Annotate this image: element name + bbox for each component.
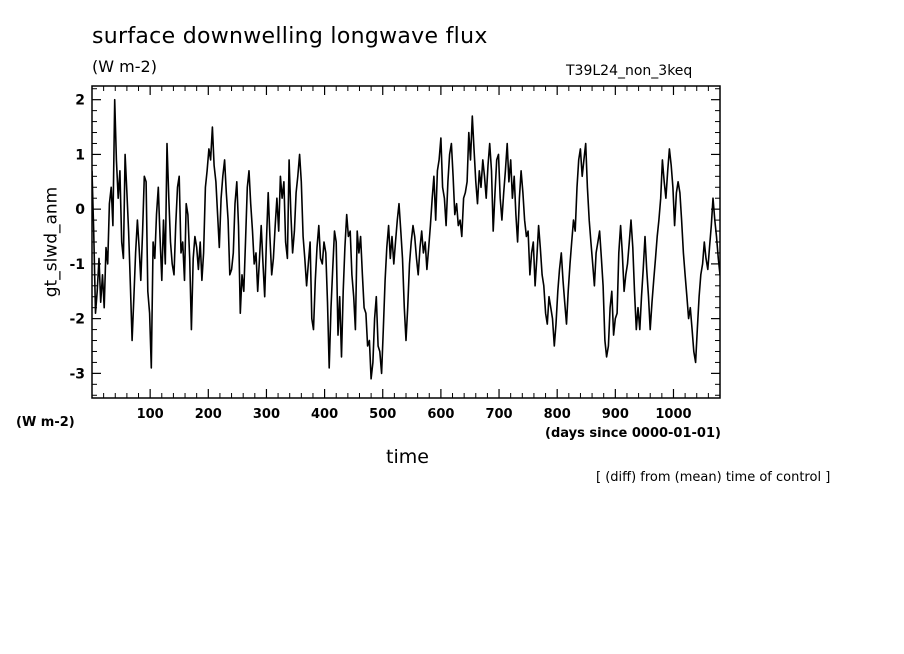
x-tick-label: 500 xyxy=(369,407,396,422)
y-tick-label: 2 xyxy=(75,93,85,109)
x-tick-label: 100 xyxy=(137,407,164,422)
x-axis-unit: (days since 0000-01-01) xyxy=(545,426,721,441)
chart-note: [ (diff) from (mean) time of control ] xyxy=(596,470,831,485)
x-axis-label: time xyxy=(386,446,429,468)
x-tick-label: 400 xyxy=(311,407,338,422)
plot-frame xyxy=(91,85,721,399)
y-tick-label: 1 xyxy=(75,147,85,163)
x-tick-label: 900 xyxy=(602,407,629,422)
chart-units: (W m-2) xyxy=(92,57,157,76)
y-axis-unit: (W m-2) xyxy=(16,415,75,430)
y-tick-label: 0 xyxy=(75,202,85,218)
x-tick-label: 200 xyxy=(195,407,222,422)
x-tick-label: 300 xyxy=(253,407,280,422)
chart-title: surface downwelling longwave flux xyxy=(92,24,488,49)
x-tick-label: 700 xyxy=(485,407,512,422)
y-tick-label: -2 xyxy=(69,312,85,328)
y-tick-label: -3 xyxy=(69,366,85,382)
series-line xyxy=(92,98,720,380)
x-tick-label: 600 xyxy=(427,407,454,422)
x-tick-label: 800 xyxy=(544,407,571,422)
x-tick-label: 1000 xyxy=(655,407,691,422)
run-name: T39L24_non_3keq xyxy=(566,63,693,79)
y-tick-label: -1 xyxy=(69,257,85,273)
